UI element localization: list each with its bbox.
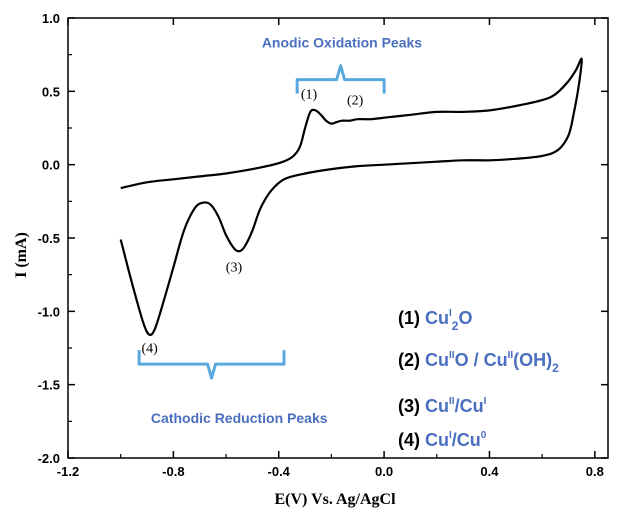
x-tick-label: -0.8 (162, 464, 184, 479)
x-tick-label: 0.8 (586, 464, 604, 479)
peak-label: (3) (226, 261, 243, 276)
y-tick-label: -2.0 (38, 451, 60, 466)
x-tick-label: 0.0 (375, 464, 393, 479)
y-tick-label: 0.0 (42, 158, 60, 173)
peak-label: (4) (141, 341, 158, 356)
legend: (1) CuI​2​O (2) CuII​O / CuII​(OH)2​ (3) C… (398, 308, 559, 450)
anodic-bracket (295, 64, 386, 94)
y-tick-label: 0.5 (42, 84, 60, 99)
legend-item: (4) CuI​/Cu0​ (398, 430, 487, 450)
peak-label: (1) (301, 88, 318, 103)
y-tick-label: -1.5 (38, 378, 60, 393)
y-tick-label: 1.0 (42, 11, 60, 26)
voltammogram-line (119, 57, 583, 336)
legend-item: (1) CuI​2​O (398, 308, 472, 333)
y-axis-title: I (mA) (13, 232, 30, 278)
legend-item: (3) CuII​/CuI​ (398, 396, 487, 416)
peak-label: (2) (347, 94, 364, 109)
anodic-label: Anodic Oxidation Peaks (262, 34, 422, 50)
cathodic-bracket (137, 350, 286, 380)
y-tick-label: -0.5 (38, 231, 60, 246)
voltammogram-curve-layer (119, 57, 583, 336)
axes: -1.2 -0.8 -0.4 0.0 0.4 0.8 1.0 0.5 0.0 -0.5 -1.0 -1… (38, 11, 609, 479)
annotations: (1) (2) (3) (4) Anodic Oxidation Peaks Cathod… (137, 34, 422, 426)
legend-item: (2) CuII​O / CuII​(OH)2​ (398, 350, 559, 375)
cathodic-label: Cathodic Reduction Peaks (151, 410, 328, 426)
x-tick-label: -1.2 (57, 464, 79, 479)
plot-frame (67, 17, 609, 459)
x-axis-title: E(V) Vs. Ag/AgCl (274, 491, 396, 508)
x-tick-label: 0.4 (480, 464, 499, 479)
x-tick-label: -0.4 (268, 464, 291, 479)
y-tick-label: -1.0 (38, 304, 60, 319)
